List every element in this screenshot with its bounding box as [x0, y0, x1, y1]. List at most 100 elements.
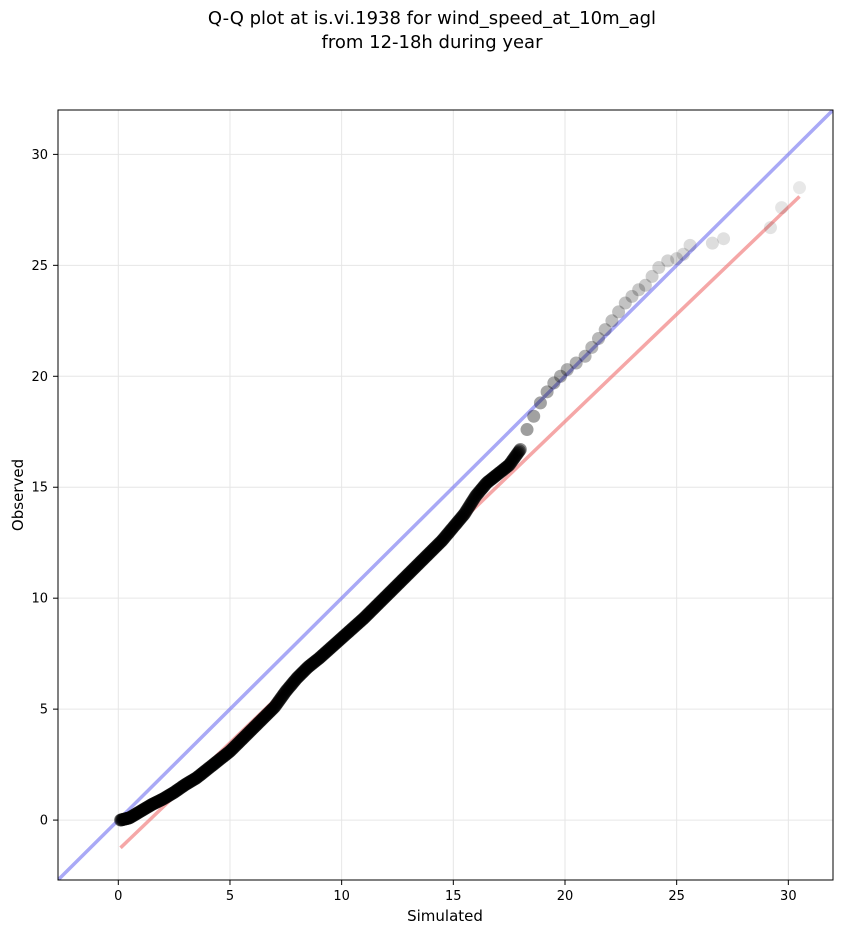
y-axis-title: Observed: [9, 459, 27, 531]
qq-point: [119, 812, 133, 826]
qq-point: [274, 691, 288, 705]
qq-point: [130, 806, 144, 820]
qq-point: [125, 809, 139, 823]
qq-point: [258, 709, 272, 723]
qq-point: [319, 645, 333, 659]
qq-point: [360, 608, 374, 622]
qq-point: [138, 801, 152, 815]
qq-point: [511, 446, 525, 460]
qq-point: [385, 583, 399, 597]
qq-point-tail: [598, 323, 612, 337]
qq-point: [463, 498, 477, 512]
qq-point: [356, 612, 370, 626]
qq-point: [395, 573, 409, 587]
qq-point: [114, 813, 128, 827]
qq-point: [291, 670, 305, 684]
qq-point: [386, 582, 400, 596]
qq-point: [446, 520, 460, 534]
qq-point: [510, 448, 524, 462]
qq-point: [321, 644, 335, 658]
qq-point: [340, 626, 354, 640]
qq-point: [452, 514, 466, 528]
qq-point: [159, 790, 173, 804]
qq-point: [200, 763, 214, 777]
qq-point: [220, 747, 234, 761]
qq-point: [414, 555, 428, 569]
qq-point: [133, 805, 147, 819]
qq-point: [202, 761, 216, 775]
qq-point: [149, 796, 163, 810]
qq-point: [425, 544, 439, 558]
qq-point: [444, 522, 458, 536]
qq-point: [501, 459, 515, 473]
qq-point: [371, 597, 385, 611]
qq-point: [179, 777, 193, 791]
qq-point: [300, 661, 314, 675]
qq-point: [509, 449, 523, 463]
x-axis-title: Simulated: [407, 907, 483, 925]
qq-point: [428, 541, 442, 555]
qq-point: [289, 672, 303, 686]
qq-point: [198, 764, 212, 778]
qq-point: [358, 610, 372, 624]
qq-point: [352, 615, 366, 629]
qq-point: [285, 677, 299, 691]
qq-point: [384, 584, 398, 598]
qq-point: [194, 767, 208, 781]
qq-point: [257, 710, 271, 724]
qq-point: [350, 617, 364, 631]
qq-point: [484, 472, 498, 486]
qq-point: [439, 529, 453, 543]
qq-point: [312, 651, 326, 665]
qq-point: [413, 556, 427, 570]
qq-point: [367, 601, 381, 615]
qq-point: [485, 471, 499, 485]
qq-point: [297, 664, 311, 678]
plot-frame: [57, 109, 834, 881]
qq-point: [146, 797, 160, 811]
qq-point: [271, 695, 285, 709]
qq-point: [226, 742, 240, 756]
qq-point: [311, 652, 325, 666]
qq-point: [174, 781, 188, 795]
qq-point-tail: [560, 363, 574, 377]
qq-point: [499, 460, 513, 474]
qq-point: [211, 754, 225, 768]
qq-point: [193, 768, 207, 782]
qq-point: [217, 749, 231, 763]
qq-point: [270, 696, 284, 710]
qq-point: [351, 616, 365, 630]
qq-point: [388, 581, 402, 595]
qq-point: [346, 621, 360, 635]
grid-lines: [58, 110, 833, 880]
qq-point: [431, 537, 445, 551]
qq-point: [196, 766, 210, 780]
qq-point: [252, 716, 266, 730]
qq-point: [469, 489, 483, 503]
qq-point: [214, 752, 228, 766]
qq-point: [173, 781, 187, 795]
x-tick-label: 25: [668, 889, 685, 904]
qq-point: [449, 517, 463, 531]
qq-point: [151, 794, 165, 808]
qq-point: [336, 630, 350, 644]
qq-point: [476, 480, 490, 494]
qq-point: [188, 772, 202, 786]
qq-point: [366, 602, 380, 616]
qq-point: [253, 715, 267, 729]
qq-point: [272, 693, 286, 707]
qq-point-tail: [569, 356, 583, 370]
qq-point: [441, 527, 455, 541]
qq-point: [128, 808, 142, 822]
qq-point: [464, 497, 478, 511]
qq-point-tail: [578, 349, 592, 363]
qq-point: [156, 792, 170, 806]
qq-point: [447, 519, 461, 533]
qq-point-tail: [547, 376, 561, 390]
qq-point: [496, 463, 510, 477]
qq-point: [455, 510, 469, 524]
qq-point: [157, 791, 171, 805]
qq-point: [293, 668, 307, 682]
qq-point: [276, 688, 290, 702]
qq-point: [433, 535, 447, 549]
